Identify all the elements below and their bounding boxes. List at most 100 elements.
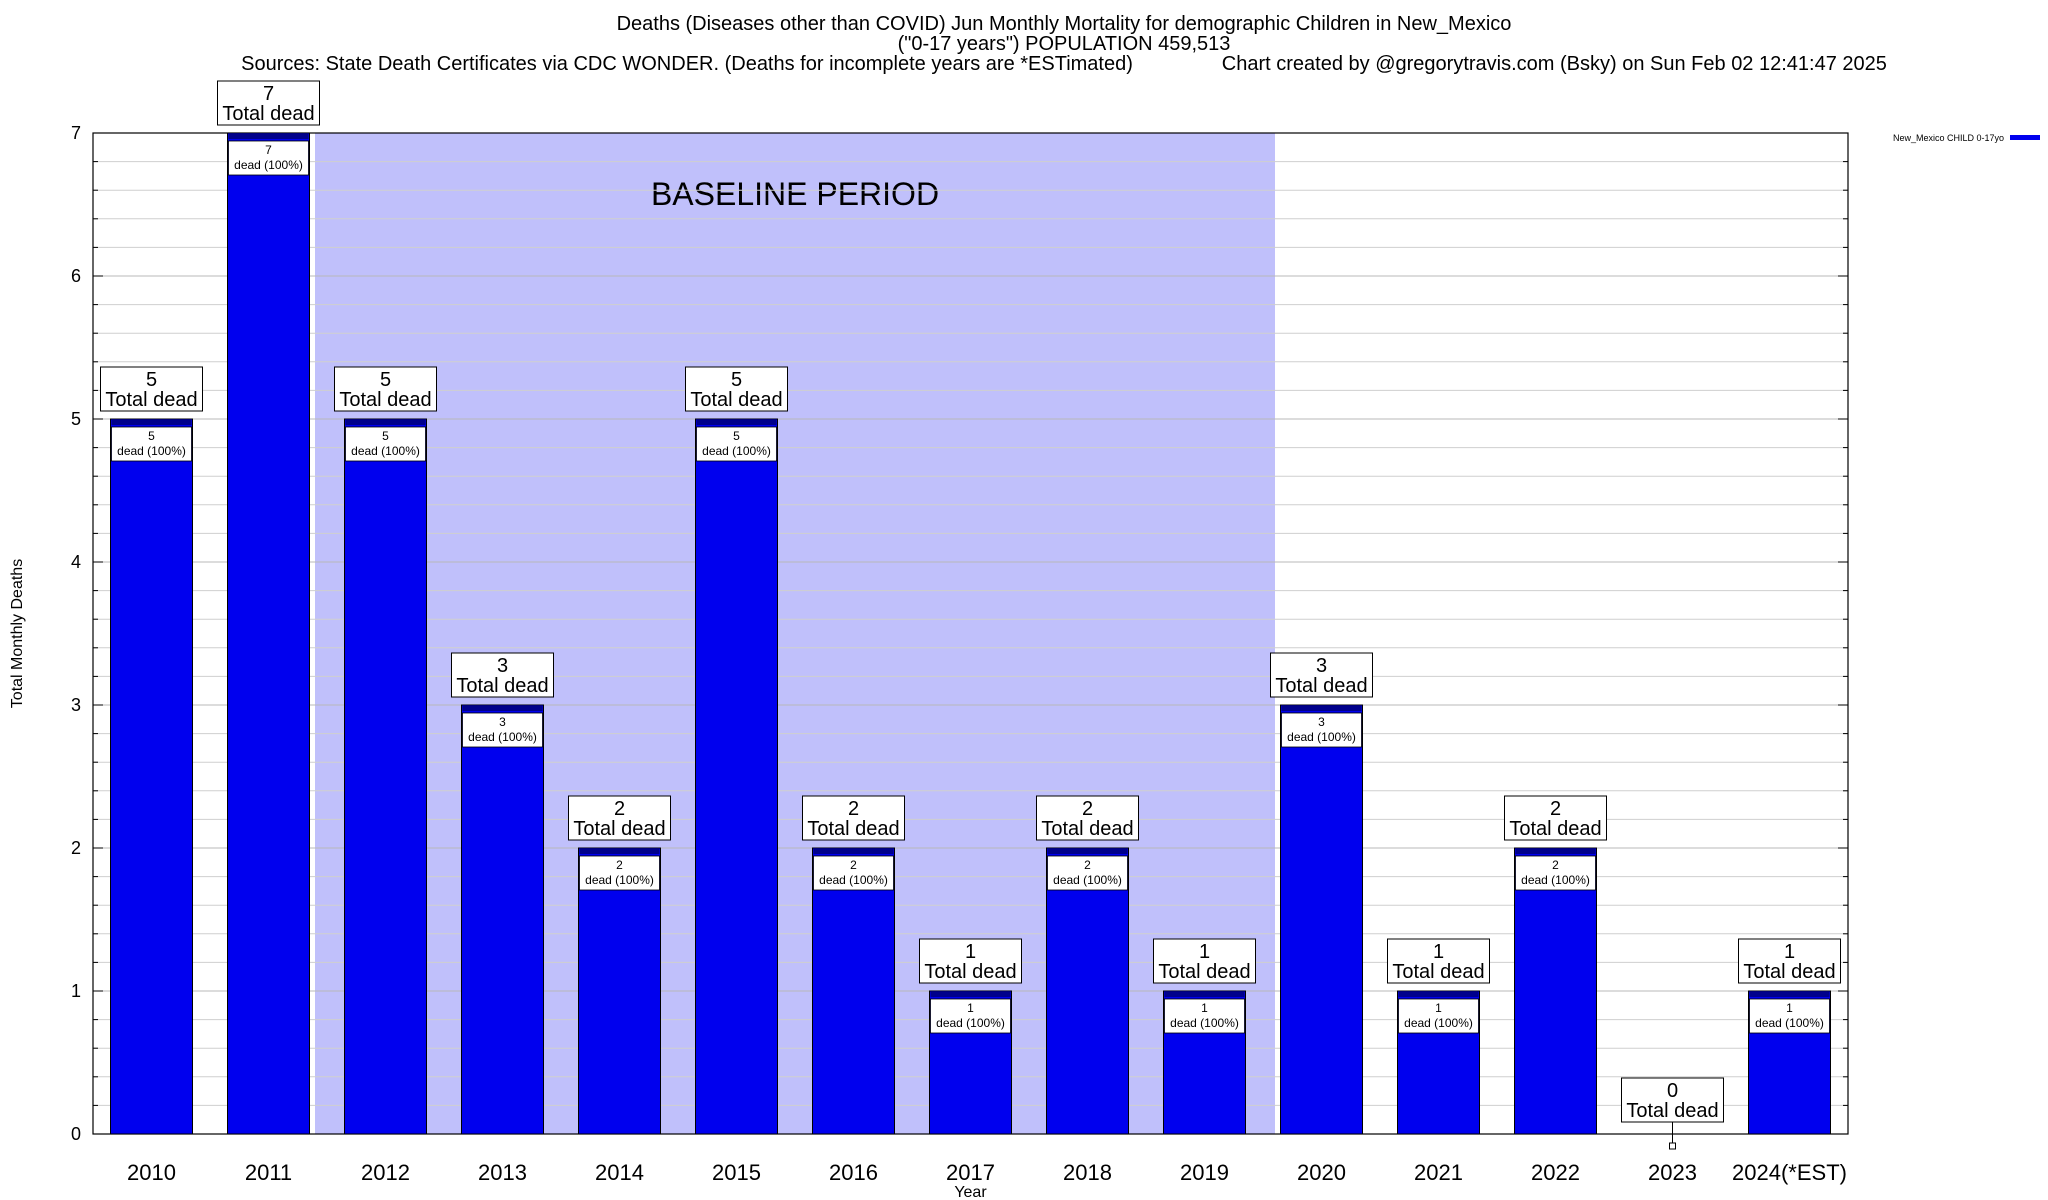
- bar-total-label-box: [568, 795, 671, 841]
- x-tick-label: 2024(*EST): [1732, 1160, 1847, 1185]
- bar-zero-marker: [1669, 1142, 1676, 1150]
- bar-top-band: [1398, 992, 1479, 997]
- bar-top-band: [1164, 992, 1245, 997]
- bar-inner-label-box: [1281, 712, 1362, 748]
- bar-top-band: [930, 992, 1011, 997]
- bar-inner-label: dead (100%): [1755, 1016, 1824, 1030]
- x-tick-label: 2015: [712, 1160, 761, 1185]
- bar-inner-value: 2: [1084, 858, 1091, 872]
- bar-total-label-box: [100, 366, 203, 412]
- bar-inner-label: dead (100%): [1404, 1016, 1473, 1030]
- x-tick-label: 2014: [595, 1160, 644, 1185]
- bar-inner-label-box: [930, 998, 1011, 1034]
- bar-total-label: Total dead: [1743, 961, 1835, 983]
- bar-inner-label: dead (100%): [351, 444, 420, 458]
- y-tick-label: 3: [71, 695, 81, 715]
- y-tick-label: 4: [71, 552, 81, 572]
- bar-inner-label: dead (100%): [1521, 873, 1590, 887]
- bar-total-label-box: [802, 795, 905, 841]
- bar-total-label: Total dead: [1626, 1100, 1718, 1122]
- bar: [578, 847, 661, 1135]
- bar-total-value: 5: [146, 369, 157, 391]
- bar-total-label: Total dead: [690, 389, 782, 411]
- bar-total-label-box: [1036, 795, 1139, 841]
- x-tick-label: 2019: [1180, 1160, 1229, 1185]
- y-tick-label: 5: [71, 409, 81, 429]
- chart-subtitle: ("0-17 years") POPULATION 459,513: [897, 33, 1231, 55]
- bar-inner-label: dead (100%): [234, 158, 303, 172]
- bar-top-band: [345, 420, 426, 425]
- bar-total-label: Total dead: [573, 818, 665, 840]
- bar: [344, 418, 427, 1135]
- bar-inner-label-box: [696, 426, 777, 462]
- bar-inner-value: 7: [265, 143, 272, 157]
- bar-inner-label: dead (100%): [702, 444, 771, 458]
- bar-total-label: Total dead: [456, 675, 548, 697]
- bar-total-value: 2: [1550, 798, 1561, 820]
- bar: [1280, 704, 1363, 1135]
- bar-inner-label-box: [228, 140, 309, 176]
- bar-total-value: 5: [380, 369, 391, 391]
- y-tick-label: 1: [71, 981, 81, 1001]
- bar-inner-label: dead (100%): [936, 1016, 1005, 1030]
- bar-total-value: 2: [614, 798, 625, 820]
- y-tick-label: 7: [71, 123, 81, 143]
- x-tick-label: 2017: [946, 1160, 995, 1185]
- bar-inner-label: dead (100%): [819, 873, 888, 887]
- bar-total-value: 1: [1433, 941, 1444, 963]
- bar: [110, 418, 193, 1135]
- x-tick-label: 2011: [245, 1160, 292, 1185]
- bar-total-value: 2: [1082, 798, 1093, 820]
- bar-total-label: Total dead: [807, 818, 899, 840]
- bar-top-band: [228, 134, 309, 139]
- bar-top-band: [579, 849, 660, 854]
- bar-inner-label-box: [579, 855, 660, 891]
- bar-total-label-box: [451, 652, 554, 698]
- bar-inner-label-box: [111, 426, 192, 462]
- bar-inner-value: 5: [148, 429, 155, 443]
- x-tick-label: 2023: [1648, 1160, 1697, 1185]
- bar-total-value: 2: [848, 798, 859, 820]
- bar-total-label-box: [685, 366, 788, 412]
- bar-inner-label: dead (100%): [1053, 873, 1122, 887]
- x-tick-label: 2020: [1297, 1160, 1346, 1185]
- bar-top-band: [696, 420, 777, 425]
- bar: [227, 132, 310, 1135]
- legend-label: New_Mexico CHILD 0-17yo: [1893, 133, 2004, 143]
- bar-total-label-box: [217, 80, 320, 126]
- bar-total-value: 1: [1199, 941, 1210, 963]
- bar-inner-label: dead (100%): [468, 730, 537, 744]
- bar-total-value: 3: [497, 655, 508, 677]
- x-tick-label: 2018: [1063, 1160, 1112, 1185]
- bar-inner-label-box: [1398, 998, 1479, 1034]
- bar-total-value: 1: [1784, 941, 1795, 963]
- bar-inner-value: 5: [733, 429, 740, 443]
- bar-total-value: 0: [1667, 1080, 1678, 1102]
- bar-total-label-box: [1504, 795, 1607, 841]
- bar-total-value: 5: [731, 369, 742, 391]
- bar: [695, 418, 778, 1135]
- bar: [1046, 847, 1129, 1135]
- x-tick-label: 2021: [1414, 1160, 1463, 1185]
- bar-inner-label-box: [462, 712, 543, 748]
- y-tick-label: 2: [71, 838, 81, 858]
- bar-total-label-box: [1387, 938, 1490, 984]
- bar-inner-label: dead (100%): [585, 873, 654, 887]
- bar-inner-label: dead (100%): [1170, 1016, 1239, 1030]
- bar-inner-label: dead (100%): [117, 444, 186, 458]
- bar-total-label-box: [919, 938, 1022, 984]
- bar-inner-value: 1: [967, 1001, 974, 1015]
- bar-total-label: Total dead: [1158, 961, 1250, 983]
- bar-top-band: [1047, 849, 1128, 854]
- bar-inner-label-box: [345, 426, 426, 462]
- bar-inner-value: 2: [1552, 858, 1559, 872]
- chart-title: Deaths (Diseases other than COVID) Jun M…: [616, 13, 1512, 35]
- bar-total-label: Total dead: [339, 389, 431, 411]
- bar-total-label-box: [1153, 938, 1256, 984]
- bar-total-label: Total dead: [222, 103, 314, 125]
- x-axis-label: Year: [954, 1184, 987, 1200]
- bar: [812, 847, 895, 1135]
- bar-top-band: [813, 849, 894, 854]
- bar-total-label: Total dead: [1275, 675, 1367, 697]
- bar-total-label: Total dead: [924, 961, 1016, 983]
